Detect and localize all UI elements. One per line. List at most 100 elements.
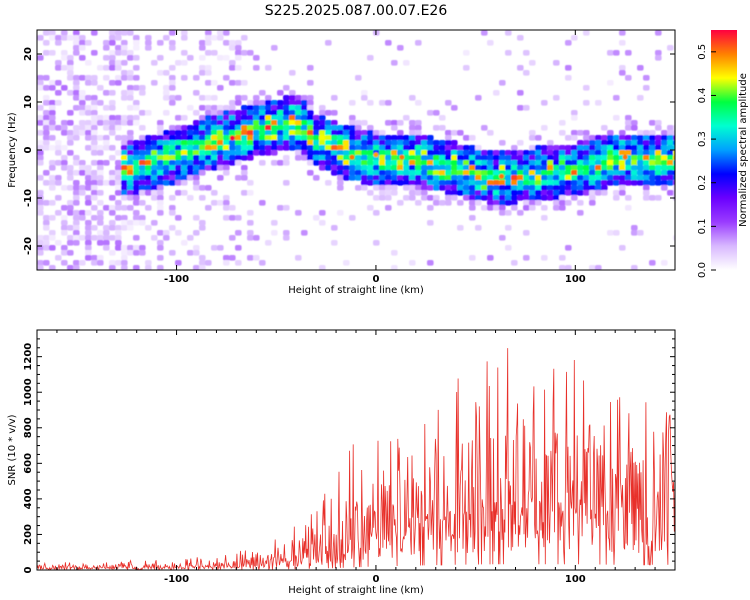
heatmap-cell — [127, 145, 134, 151]
heatmap-cell — [493, 165, 500, 171]
heatmap-cell — [43, 225, 50, 231]
heatmap-cell — [43, 115, 50, 121]
heatmap-cell — [295, 95, 302, 101]
heatmap-cell — [373, 195, 380, 201]
heatmap-cell — [109, 115, 116, 121]
heatmap-cell — [607, 165, 614, 171]
heatmap-cell — [295, 125, 302, 131]
heatmap-cell — [619, 170, 626, 176]
heatmap-cell — [193, 75, 200, 81]
heatmap-cell — [367, 175, 374, 181]
heatmap-cell — [157, 210, 164, 216]
heatmap-cell — [217, 30, 224, 36]
heatmap-cell — [355, 130, 362, 136]
heatmap-cell — [367, 155, 374, 161]
heatmap-cell — [361, 145, 368, 151]
heatmap-cell — [223, 30, 230, 36]
heatmap-cell — [667, 190, 674, 196]
heatmap-cell — [151, 220, 158, 226]
heatmap-cell — [241, 150, 248, 156]
heatmap-cell — [379, 180, 386, 186]
heatmap-cell — [511, 205, 518, 211]
heatmap-cell — [553, 205, 560, 211]
heatmap-cell — [43, 110, 50, 116]
heatmap-cell — [169, 135, 176, 141]
heatmap-cell — [217, 105, 224, 111]
heatmap-cell — [283, 155, 290, 161]
heatmap-cell — [151, 175, 158, 181]
heatmap-cell — [445, 175, 452, 181]
heatmap-cell — [193, 125, 200, 131]
heatmap-cell — [451, 160, 458, 166]
heatmap-cell — [103, 115, 110, 121]
heatmap-cell — [625, 205, 632, 211]
heatmap-cell — [127, 205, 134, 211]
heatmap-cell — [625, 140, 632, 146]
heatmap-cell — [187, 195, 194, 201]
heatmap-cell — [409, 260, 416, 266]
heatmap-cell — [67, 55, 74, 61]
heatmap-cell — [439, 155, 446, 161]
heatmap-cell — [55, 180, 62, 186]
heatmap-cell — [517, 175, 524, 181]
heatmap-cell — [91, 125, 98, 131]
heatmap-cell — [97, 165, 104, 171]
heatmap-cell — [229, 45, 236, 51]
heatmap-cell — [169, 95, 176, 101]
heatmap-cell — [115, 120, 122, 126]
heatmap-cell — [505, 190, 512, 196]
heatmap-cell — [265, 110, 272, 116]
heatmap-cell — [487, 200, 494, 206]
heatmap-cell — [283, 130, 290, 136]
heatmap-cell — [661, 260, 668, 266]
heatmap-cell — [247, 180, 254, 186]
heatmap-cell — [331, 225, 338, 231]
heatmap-cell — [139, 140, 146, 146]
heatmap-cell — [625, 75, 632, 81]
heatmap-cell — [241, 190, 248, 196]
heatmap-cell — [349, 215, 356, 221]
heatmap-cell — [367, 160, 374, 166]
heatmap-cell — [217, 125, 224, 131]
heatmap-cell — [601, 180, 608, 186]
heatmap-cell — [673, 135, 675, 141]
heatmap-cell — [571, 195, 578, 201]
heatmap-cell — [247, 255, 254, 261]
heatmap-cell — [121, 140, 128, 146]
heatmap-peak-point — [499, 173, 505, 179]
heatmap-cell — [97, 145, 104, 151]
heatmap-cell — [181, 145, 188, 151]
heatmap-cell — [649, 145, 656, 151]
heatmap-cell — [565, 155, 572, 161]
heatmap-cell — [139, 170, 146, 176]
heatmap-cell — [673, 140, 675, 146]
heatmap-cell — [445, 165, 452, 171]
heatmap-cell — [673, 155, 675, 161]
heatmap-cell — [595, 185, 602, 191]
heatmap-cell — [259, 110, 266, 116]
heatmap-cell — [49, 35, 56, 41]
heatmap-cell — [475, 195, 482, 201]
heatmap-cell — [325, 120, 332, 126]
heatmap-cell — [541, 205, 548, 211]
heatmap-cell — [85, 255, 92, 261]
heatmap-cell — [325, 145, 332, 151]
heatmap-cell — [373, 160, 380, 166]
heatmap-cell — [169, 195, 176, 201]
heatmap-cell — [427, 195, 434, 201]
heatmap-peak-point — [399, 154, 405, 160]
heatmap-cell — [637, 155, 644, 161]
heatmap-cell — [499, 180, 506, 186]
heatmap-cell — [73, 260, 80, 266]
heatmap-cell — [625, 175, 632, 181]
heatmap-cell — [133, 180, 140, 186]
heatmap-cell — [517, 170, 524, 176]
heatmap-cell — [667, 145, 674, 151]
heatmap-cell — [331, 135, 338, 141]
heatmap-cell — [523, 105, 530, 111]
heatmap-cell — [457, 130, 464, 136]
heatmap-cell — [133, 115, 140, 121]
heatmap-cell — [73, 105, 80, 111]
heatmap-cell — [241, 165, 248, 171]
